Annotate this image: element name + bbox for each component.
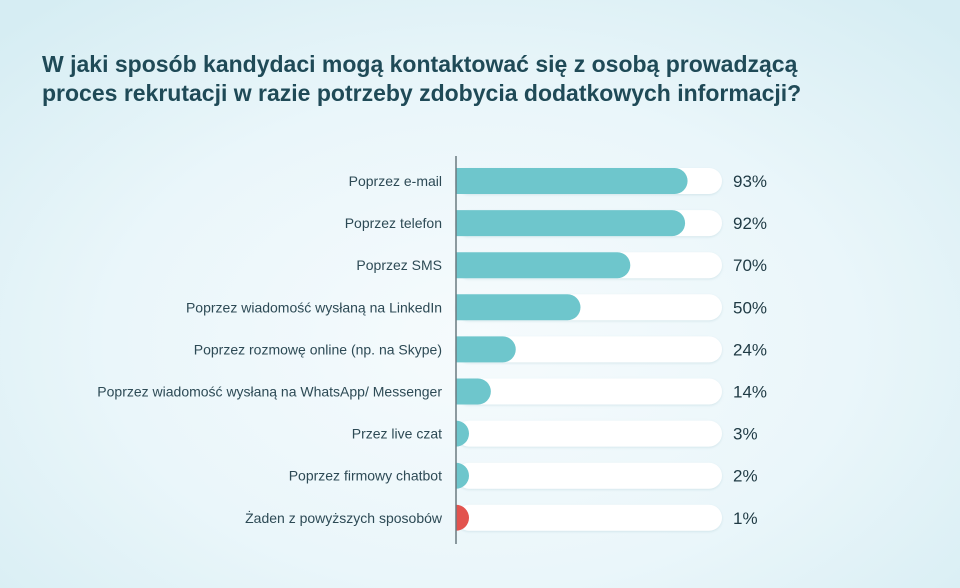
category-label: Poprzez wiadomość wysłaną na LinkedIn: [186, 299, 442, 315]
bar-track: [456, 378, 722, 405]
bar: [456, 504, 469, 531]
bar: [456, 210, 686, 237]
category-label: Przez live czat: [352, 426, 442, 442]
category-label: Poprzez e-mail: [349, 173, 442, 189]
value-label: 3%: [733, 425, 758, 444]
category-label: Poprzez telefon: [345, 215, 442, 231]
bar: [456, 378, 491, 405]
value-label: 14%: [733, 383, 767, 402]
bar-track: [456, 504, 722, 531]
bar: [456, 168, 688, 194]
bar-track: [456, 420, 722, 447]
chart-title-line-2: proces rekrutacji w razie potrzeby zdoby…: [42, 80, 802, 106]
chart-title: W jaki sposób kandydaci mogą kontaktować…: [42, 50, 922, 108]
category-label: Poprzez rozmowę online (np. na Skype): [194, 341, 442, 357]
bar: [456, 294, 581, 321]
bar-track: [456, 336, 722, 363]
value-label: 1%: [733, 509, 758, 528]
bar: [456, 420, 469, 447]
bar: [456, 336, 516, 363]
bar: [456, 462, 469, 489]
category-label: Poprzez wiadomość wysłaną na WhatsApp/ M…: [97, 384, 442, 400]
category-label: Żaden z powyższych sposobów: [245, 509, 443, 526]
bar-track: [456, 462, 722, 489]
bar: [456, 252, 631, 279]
category-label: Poprzez firmowy chatbot: [289, 468, 442, 484]
value-label: 2%: [733, 467, 758, 486]
value-label: 70%: [733, 256, 767, 275]
value-label: 50%: [733, 298, 767, 317]
chart-title-line-1: W jaki sposób kandydaci mogą kontaktować…: [42, 51, 798, 77]
value-label: 24%: [733, 340, 767, 359]
category-label: Poprzez SMS: [356, 257, 442, 273]
value-label: 92%: [733, 214, 767, 233]
value-label: 93%: [733, 172, 767, 191]
